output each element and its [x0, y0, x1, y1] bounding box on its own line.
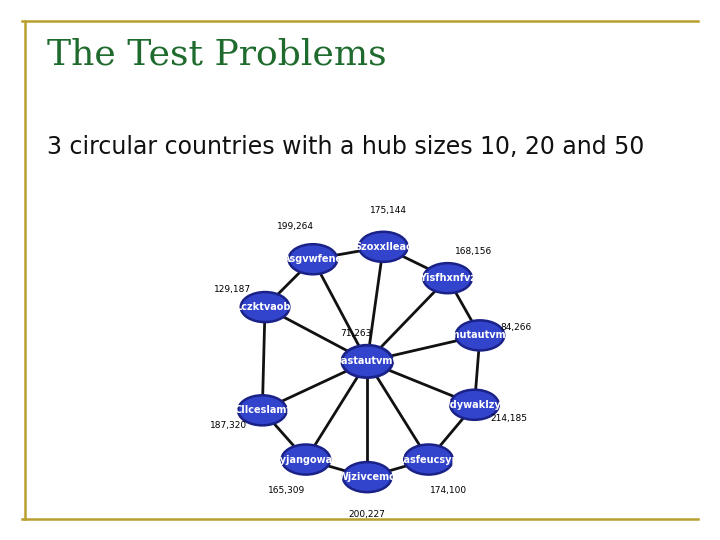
Text: Wdywaklzyb: Wdywaklzyb [440, 400, 509, 410]
Ellipse shape [282, 444, 330, 475]
Text: 168,156: 168,156 [454, 247, 492, 256]
Text: 214,185: 214,185 [490, 414, 527, 423]
Ellipse shape [240, 292, 289, 322]
Text: 3 circular countries with a hub sizes 10, 20 and 50: 3 circular countries with a hub sizes 10… [47, 135, 644, 159]
Text: 199,264: 199,264 [277, 222, 314, 231]
Ellipse shape [238, 395, 287, 426]
Text: 200,227: 200,227 [348, 510, 386, 518]
Text: 174,100: 174,100 [430, 487, 467, 495]
Text: Szoxxlleao: Szoxxlleao [354, 242, 413, 252]
Text: The Test Problems: The Test Problems [47, 38, 387, 72]
Text: 187,320: 187,320 [210, 421, 248, 430]
Ellipse shape [359, 232, 408, 262]
Ellipse shape [450, 390, 499, 420]
Text: Lyjangoway: Lyjangoway [274, 455, 338, 464]
Text: Cllceslamf: Cllceslamf [234, 406, 291, 415]
Ellipse shape [404, 444, 453, 475]
Text: 165,309: 165,309 [268, 487, 305, 495]
Text: 71,263: 71,263 [340, 329, 372, 338]
Text: Yisfhxnfvz: Yisfhxnfvz [419, 273, 476, 283]
Text: Imutautvmw: Imutautvmw [446, 330, 514, 340]
Text: Lczktvaobj: Lczktvaobj [235, 302, 294, 312]
Ellipse shape [289, 244, 337, 274]
Text: 175,144: 175,144 [370, 206, 407, 215]
Ellipse shape [423, 263, 472, 293]
Text: Dastautvmw: Dastautvmw [333, 356, 401, 367]
Ellipse shape [342, 345, 392, 377]
Ellipse shape [343, 462, 392, 492]
Text: 129,187: 129,187 [214, 285, 251, 294]
Text: Asgvwfene: Asgvwfene [283, 254, 343, 264]
Text: Xasfeucsyp: Xasfeucsyp [397, 455, 460, 464]
Ellipse shape [456, 320, 504, 350]
Text: Wjzivcemq: Wjzivcemq [338, 472, 397, 482]
Text: 84,266: 84,266 [500, 322, 531, 332]
